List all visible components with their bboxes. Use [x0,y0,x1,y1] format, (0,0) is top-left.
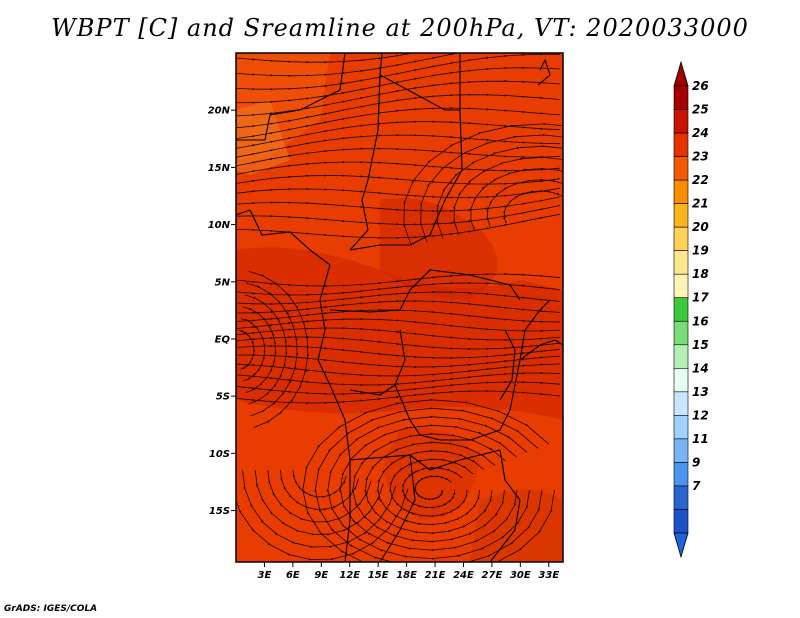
chart-title: WBPT [C] and Sreamline at 200hPa, VT: 20… [51,14,749,42]
border-namibia-botswana [349,449,501,471]
border-niger-chad [349,74,381,251]
colorbar-label: 12 [692,408,709,422]
colorbar-label: 17 [692,291,709,305]
lon-tick-label: 33E [538,570,559,581]
colorbar-swatch [673,391,689,416]
colorbar-label: 14 [692,361,709,375]
colorbar-swatch [673,485,689,510]
colorbar-swatch [673,203,689,228]
border-chad-libya [379,53,461,111]
colorbar-label: 9 [692,455,700,469]
colorbar-top-arrow [673,60,689,87]
map-panel [236,53,563,562]
streamline [403,122,563,247]
lat-tick-label: 20N [208,106,231,117]
lat-tick-label: 15S [209,506,230,517]
colorbar-label: 18 [692,267,709,281]
borders [236,53,563,562]
colorbar-swatch [673,320,689,346]
coastline-east [519,339,563,361]
colorbar-label: 26 [692,79,709,93]
colorbar-label: 25 [692,103,709,117]
colorbar-swatch [673,344,689,369]
border-tanzania [440,299,551,441]
colorbar-swatch [673,132,689,157]
lake-tanganyika [499,329,516,401]
border-mozambique [489,449,521,562]
colorbar-swatch [673,226,689,251]
colorbar-label: 19 [692,244,709,258]
border-drc-east [394,329,441,441]
lon-tick-label: 24E [453,570,474,581]
lon-tick-label: 6E [286,570,300,581]
colorbar-swatch [673,415,689,440]
streamline [236,488,409,561]
colorbar-swatch [673,462,689,487]
lon-tick-label: 12E [339,570,360,581]
colorbar-label: 21 [692,197,709,211]
colorbar-swatch [673,509,689,534]
lon-tick-label: 21E [425,570,446,581]
colorbar-swatch [673,250,689,275]
colorbar-swatch [673,156,689,181]
streamline [248,270,310,428]
colorbar-label: 11 [692,432,709,446]
colorbar: 26 25 24 23 22 21 20 19 18 17 16 15 14 13 12 11 9 7 [673,60,709,559]
lat-tick-label: 5S [216,392,230,403]
grads-credit: GrADS: IGES/COLA [4,604,98,614]
streamlines [236,53,563,562]
colorbar-label: 16 [692,314,709,328]
colorbar-swatch [673,273,689,299]
colorbar-swatch [673,85,689,110]
lon-tick-label: 30E [510,570,531,581]
map-axes: 20N 15N 10N 5N EQ 5S 10S 15S 3E 6E 9E 12E 15E 18E 21E 2… [208,106,560,581]
colorbar-label: 15 [692,338,709,352]
colorbar-label: 23 [692,150,709,164]
lon-tick-label: 3E [258,570,272,581]
colorbar-swatch [673,109,689,134]
border-angola [349,384,396,396]
lat-tick-label: EQ [215,334,231,345]
border-nigeria-cameroon [236,209,331,331]
coastline-west [317,329,351,562]
lon-tick-label: 27E [482,570,503,581]
colorbar-label: 13 [692,385,709,399]
colorbar-swatch [673,297,689,322]
lat-tick-label: 10S [209,449,230,460]
colorbar-label: 7 [692,479,701,493]
lon-tick-label: 18E [396,570,417,581]
colorbar-label: 22 [692,173,709,187]
lat-tick-label: 15N [208,163,231,174]
colorbar-label: 24 [692,126,709,140]
map-frame [235,52,564,563]
border-south [379,454,416,562]
lon-tick-label: 9E [314,570,328,581]
border-north [236,53,346,141]
lon-tick-label: 15E [368,570,389,581]
colorbar-label: 20 [692,220,709,234]
colorbar-swatch [673,179,689,204]
coastline-northeast [537,58,551,86]
border-sudan-car [349,109,463,251]
colorbar-swatch [673,438,689,463]
lat-tick-label: 10N [208,220,231,231]
lat-tick-label: 5N [215,277,231,288]
border-drc-north [329,269,521,313]
colorbar-swatch [673,368,689,393]
colorbar-bottom-arrow [673,532,689,559]
